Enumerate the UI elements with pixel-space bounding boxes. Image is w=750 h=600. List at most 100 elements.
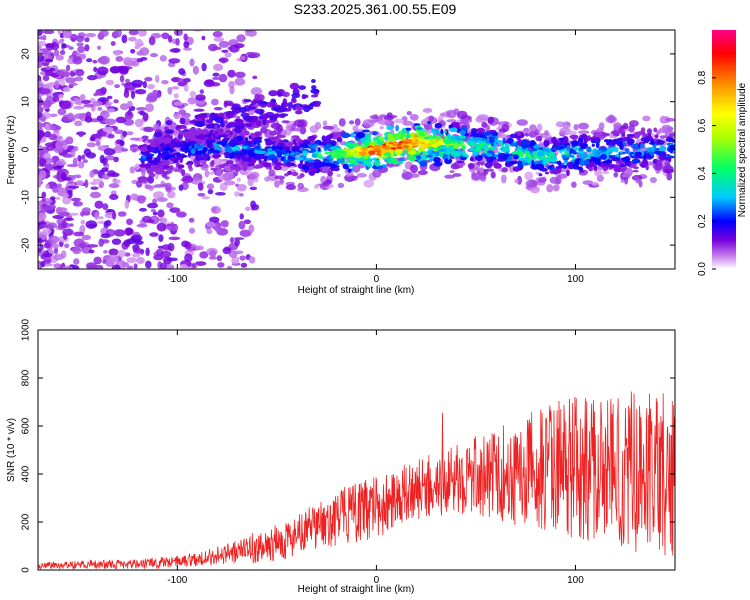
heatmap-cell: [332, 124, 338, 129]
heatmap-cell: [75, 69, 85, 77]
heatmap-cell: [297, 182, 305, 190]
heatmap-cell: [56, 71, 68, 76]
heatmap-cell: [614, 146, 619, 153]
heatmap-cell: [39, 223, 46, 229]
snr-y-tick-label: 800: [21, 369, 32, 386]
heatmap-cell: [254, 137, 262, 142]
heatmap-cell: [190, 148, 196, 155]
heatmap-cell: [153, 184, 164, 188]
heatmap-cell: [369, 115, 379, 120]
heatmap-cell: [93, 66, 98, 72]
heatmap-cell: [249, 186, 258, 191]
heatmap-cell: [276, 151, 283, 157]
snr-y-tick-label: 200: [21, 513, 32, 530]
heatmap-cell: [139, 110, 146, 116]
heatmap-cell: [282, 139, 289, 143]
heatmap-cell: [296, 152, 301, 155]
heatmap-cell: [665, 137, 675, 142]
heatmap-cell: [338, 118, 346, 127]
heatmap-cell: [218, 57, 229, 63]
heatmap-cell: [246, 140, 253, 146]
heatmap-cell: [233, 237, 245, 241]
heatmap-cell: [107, 170, 116, 177]
heatmap-cell: [183, 78, 191, 83]
heatmap-cell: [238, 220, 246, 230]
heatmap-cell: [656, 140, 661, 144]
heatmap-cell: [293, 142, 298, 146]
heatmap-cell: [197, 117, 203, 123]
heatmap-cell: [124, 199, 130, 209]
heatmap-cell: [669, 147, 674, 154]
heatmap-cell: [353, 146, 363, 152]
heatmap-cell: [164, 176, 170, 180]
heatmap-cell: [173, 101, 183, 106]
heatmap-cell: [74, 199, 79, 207]
heatmap-cell: [124, 111, 134, 120]
heatmap-cell: [304, 168, 308, 174]
heatmap-cell: [189, 58, 195, 67]
heatmap-cell: [410, 164, 418, 174]
heatmap-cell: [538, 177, 547, 183]
heatmap-cell: [113, 99, 119, 104]
heatmap-cell: [81, 99, 91, 104]
heatmap-cell: [517, 138, 522, 146]
heatmap-cell: [628, 120, 639, 127]
heatmap-cell: [340, 132, 350, 139]
heatmap-cell: [363, 154, 369, 160]
heatmap-cell: [152, 211, 158, 216]
heatmap-cell: [155, 74, 160, 83]
heatmap-cell: [528, 130, 537, 138]
heatmap-cell: [636, 131, 646, 136]
heatmap-cell: [89, 170, 95, 178]
heatmap-cell: [442, 153, 447, 160]
heatmap-cell: [43, 243, 52, 249]
heatmap-cell: [223, 151, 230, 157]
heatmap-cell: [349, 157, 356, 160]
heatmap-cell: [544, 171, 550, 175]
heatmap-cell: [508, 154, 513, 160]
heatmap-cell: [189, 120, 199, 124]
heatmap-cell: [336, 173, 341, 178]
heatmap-cell: [166, 202, 174, 209]
heatmap-cell: [98, 216, 104, 220]
heatmap-cell: [365, 133, 371, 139]
heatmap-cell: [344, 160, 349, 165]
heatmap-cell: [474, 146, 482, 153]
heatmap-cell: [336, 137, 343, 143]
heatmap-cell: [126, 257, 137, 264]
heatmap-cell: [176, 152, 181, 156]
spectrogram-x-tick-label: -100: [167, 274, 187, 285]
heatmap-cell: [386, 133, 394, 141]
heatmap-cell: [223, 172, 231, 182]
heatmap-cell: [318, 161, 327, 167]
heatmap-cell: [169, 207, 181, 213]
heatmap-cell: [130, 90, 136, 100]
heatmap-cell: [535, 163, 544, 169]
heatmap-cell: [224, 131, 231, 135]
heatmap-cell: [391, 158, 399, 165]
heatmap-cell: [211, 98, 219, 106]
heatmap-cell: [298, 85, 306, 90]
heatmap-cell: [78, 133, 84, 137]
heatmap-cell: [288, 156, 296, 162]
heatmap-cell: [215, 168, 223, 177]
heatmap-cell: [153, 131, 163, 138]
heatmap-cell: [529, 140, 536, 147]
heatmap-cell: [227, 265, 233, 269]
heatmap-cell: [301, 94, 306, 100]
heatmap-cell: [229, 85, 235, 95]
heatmap-cell: [122, 262, 130, 267]
heatmap-cell: [633, 166, 639, 170]
heatmap-cell: [62, 144, 68, 151]
heatmap-cell: [487, 146, 495, 150]
heatmap-cell: [131, 60, 140, 67]
heatmap-cell: [115, 30, 122, 38]
heatmap-cell: [556, 175, 562, 185]
heatmap-cell: [184, 134, 193, 138]
heatmap-cell: [422, 108, 433, 113]
heatmap-cell: [123, 57, 133, 66]
heatmap-cell: [48, 235, 60, 244]
heatmap-cell: [613, 172, 619, 178]
heatmap-cell: [586, 146, 592, 153]
heatmap-cell: [333, 167, 340, 172]
